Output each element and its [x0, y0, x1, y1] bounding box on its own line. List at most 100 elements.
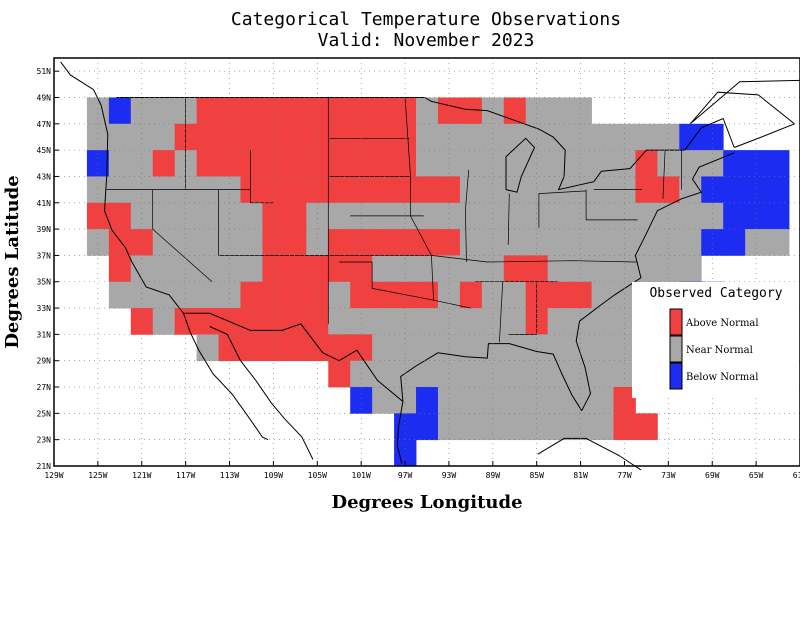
- grid-cell-near: [196, 334, 219, 362]
- grid-cell-near: [525, 360, 549, 388]
- grid-cell-below: [108, 97, 132, 125]
- state-boundary: [507, 193, 510, 245]
- grid-cell-above: [635, 413, 658, 441]
- grid-cell-near: [372, 387, 395, 414]
- grid-cell-above: [306, 308, 329, 335]
- grid-cell-near: [459, 123, 483, 151]
- grid-cell-above: [328, 360, 351, 388]
- state-boundary: [250, 150, 274, 204]
- grid-cell-above: [86, 202, 110, 230]
- grid-cell-near: [437, 413, 461, 441]
- grid-cell-near: [547, 255, 571, 283]
- grid-cell-near: [437, 360, 461, 388]
- grid-cell-near: [547, 334, 571, 362]
- x-tick-label: 113W: [220, 471, 239, 480]
- state-boundary: [218, 189, 638, 263]
- x-tick-label: 105W: [308, 471, 327, 480]
- grid-cell-near: [218, 202, 241, 230]
- grid-cell-near: [613, 229, 636, 256]
- grid-cell-above: [262, 229, 285, 256]
- grid-cell-above: [372, 97, 395, 125]
- grid-cell-near: [416, 97, 439, 125]
- legend-title: Observed Category: [649, 286, 782, 301]
- grid-cell-near: [503, 150, 527, 177]
- grid-cell-near: [437, 123, 461, 151]
- grid-cell-near: [525, 123, 549, 151]
- grid-cell-near: [481, 387, 505, 414]
- grid-cell-above: [262, 123, 285, 151]
- x-tick-label: 109W: [264, 471, 283, 480]
- grid-cell-near: [525, 334, 549, 362]
- x-tick-label: 89W: [486, 471, 501, 480]
- grid-cell-near: [547, 413, 571, 441]
- grid-cell-near: [130, 123, 154, 151]
- x-tick-label: 97W: [398, 471, 413, 480]
- y-tick-label: 23N: [37, 436, 52, 445]
- grid-cell-near: [591, 413, 614, 441]
- grid-cell-near: [569, 176, 592, 204]
- grid-cell-below: [701, 123, 724, 151]
- grid-cell-near: [613, 334, 636, 362]
- legend-label-near: Near Normal: [686, 345, 753, 356]
- grid-cell-near: [503, 281, 527, 309]
- grid-cell-near: [503, 229, 527, 256]
- grid-cell-near: [481, 202, 505, 230]
- grid-cell-above: [547, 281, 571, 309]
- grid-cell-near: [459, 150, 483, 177]
- grid-cell-above: [394, 123, 417, 151]
- grid-cell-above: [218, 123, 241, 151]
- legend-background: [632, 282, 798, 398]
- grid-cell-above: [284, 150, 307, 177]
- grid-cell-below: [767, 176, 790, 204]
- grid-cell-near: [240, 202, 263, 230]
- grid-cell-near: [437, 334, 461, 362]
- y-tick-label: 33N: [37, 304, 52, 313]
- grid-cell-near: [152, 308, 176, 335]
- grid-cell-near: [86, 123, 110, 151]
- grid-cell-near: [591, 229, 614, 256]
- grid-cell-near: [481, 281, 505, 309]
- grid-cell-near: [701, 202, 724, 230]
- grid-cell-above: [459, 97, 483, 125]
- grid-cell-below: [767, 202, 790, 230]
- grid-cell-above: [306, 334, 329, 362]
- grid-cell-near: [591, 281, 614, 309]
- grid-cell-near: [306, 229, 329, 256]
- x-tick-label: 117W: [176, 471, 195, 480]
- grid-cell-near: [679, 229, 702, 256]
- state-boundary: [152, 189, 213, 282]
- grid-cell-near: [416, 360, 439, 388]
- grid-cell-below: [723, 150, 746, 177]
- grid-cell-near: [635, 123, 658, 151]
- grid-cell-near: [547, 360, 571, 388]
- grid-cell-below: [745, 202, 768, 230]
- grid-cell-above: [394, 281, 417, 309]
- grid-cell-near: [635, 202, 658, 230]
- state-boundary: [339, 261, 471, 309]
- grid-cell-above: [328, 229, 351, 256]
- grid-cell-above: [394, 229, 417, 256]
- grid-cell-above: [416, 229, 439, 256]
- grid-cell-near: [613, 202, 636, 230]
- grid-cell-above: [372, 229, 395, 256]
- grid-cell-near: [372, 334, 395, 362]
- grid-cell-near: [745, 229, 768, 256]
- grid-cell-near: [372, 360, 395, 388]
- grid-cell-near: [679, 150, 702, 177]
- grid-cell-near: [569, 97, 592, 125]
- x-axis-label: Degrees Longitude: [331, 492, 522, 513]
- grid-cell-above: [350, 97, 373, 125]
- grid-cell-near: [767, 229, 790, 256]
- grid-cell-near: [459, 176, 483, 204]
- grid-cell-above: [394, 176, 417, 204]
- grid-cell-near: [459, 202, 483, 230]
- y-tick-label: 31N: [37, 330, 52, 339]
- grid-cell-near: [416, 150, 439, 177]
- grid-cell-below: [394, 413, 417, 441]
- grid-cell-near: [569, 360, 592, 388]
- grid-cell-near: [503, 123, 527, 151]
- grid-cell-above: [152, 150, 176, 177]
- grid-cell-near: [547, 97, 571, 125]
- grid-cell-near: [108, 150, 132, 177]
- grid-cell-near: [525, 97, 549, 125]
